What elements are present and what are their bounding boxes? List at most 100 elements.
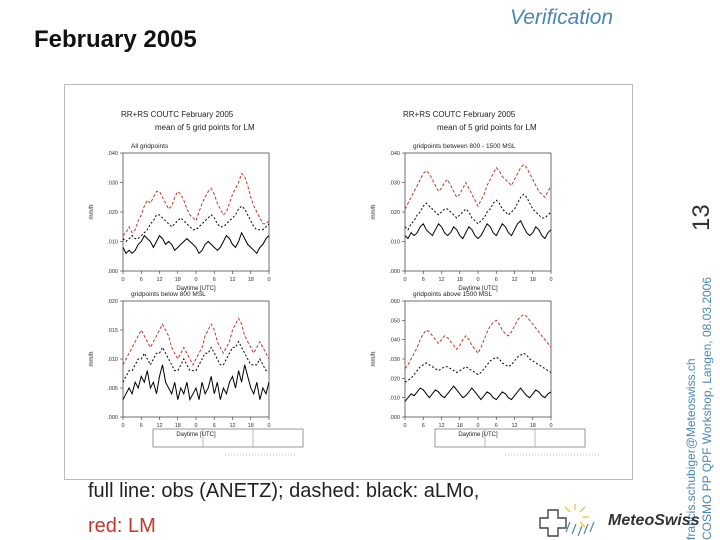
legend-box-right bbox=[434, 428, 586, 448]
y-axis-label: mm/h bbox=[89, 352, 95, 367]
sun-rays-icon bbox=[564, 504, 589, 528]
x-tick-label: 18 bbox=[530, 423, 536, 429]
x-tick-label: 6 bbox=[422, 423, 425, 429]
panel-header-left-line1: RR+RS COUTC February 2005 bbox=[121, 110, 234, 119]
y-tick-label: .010 bbox=[107, 240, 118, 246]
series-line-black-dashed bbox=[122, 205, 270, 243]
figure-frame: RR+RS COUTC February 2005 mean of 5 grid… bbox=[64, 84, 633, 480]
panel-header-right-line1: RR+RS COUTC February 2005 bbox=[403, 110, 516, 119]
x-tick-label: 0 bbox=[403, 277, 406, 283]
x-tick-label: 0 bbox=[476, 277, 479, 283]
y-tick-label: .000 bbox=[389, 415, 400, 421]
y-tick-label: .020 bbox=[389, 376, 400, 382]
series-line-red-dashed bbox=[122, 317, 270, 366]
y-tick-label: .000 bbox=[107, 269, 118, 275]
chart-title: gridpoints between 800 - 1500 MSL bbox=[413, 143, 516, 150]
section-header: Verification bbox=[510, 6, 614, 29]
page-title: February 2005 bbox=[34, 26, 197, 53]
x-tick-label: 12 bbox=[229, 423, 235, 429]
page-number: 13 bbox=[688, 204, 715, 231]
x-tick-label: 6 bbox=[213, 277, 216, 283]
x-tick-label: 18 bbox=[248, 423, 254, 429]
chart-title: All gridpoints bbox=[131, 143, 169, 150]
y-tick-label: .010 bbox=[107, 357, 118, 363]
caption-line-2: red: LM bbox=[88, 515, 156, 537]
x-tick-label: 18 bbox=[457, 277, 463, 283]
y-tick-label: .040 bbox=[107, 151, 118, 157]
series-line-black-solid bbox=[404, 385, 552, 402]
plot-canvas: RR+RS COUTC February 2005 mean of 5 grid… bbox=[89, 110, 600, 456]
series-line-red-dashed bbox=[122, 172, 270, 236]
x-tick-label: 18 bbox=[530, 277, 536, 283]
y-axis-label: mm/h bbox=[89, 205, 95, 220]
x-tick-label: 18 bbox=[175, 277, 181, 283]
x-tick-label: 0 bbox=[194, 423, 197, 429]
x-tick-label: 12 bbox=[438, 277, 444, 283]
x-tick-label: 0 bbox=[121, 277, 124, 283]
x-tick-label: 18 bbox=[248, 277, 254, 283]
plot-frame bbox=[122, 152, 270, 272]
workshop-footer: COSMO PP QPF Workshop, Langen, 08.03.200… bbox=[700, 276, 714, 540]
panel-header-right-line2: mean of 5 grid points for LM bbox=[437, 123, 537, 132]
x-tick-label: 0 bbox=[549, 423, 552, 429]
y-tick-label: .020 bbox=[389, 210, 400, 216]
plot-frame bbox=[404, 152, 552, 272]
x-tick-label: 6 bbox=[140, 423, 143, 429]
series-line-black-dashed bbox=[122, 340, 269, 383]
y-tick-label: .060 bbox=[389, 299, 400, 305]
y-tick-label: .010 bbox=[389, 396, 400, 402]
y-tick-label: .000 bbox=[107, 415, 118, 421]
logo-text: MeteoSwiss bbox=[608, 512, 700, 529]
series-line-black-solid bbox=[122, 231, 270, 255]
x-tick-label: 6 bbox=[140, 277, 143, 283]
y-tick-label: .030 bbox=[389, 357, 400, 363]
x-tick-label: 0 bbox=[403, 423, 406, 429]
y-axis-label: mm/h bbox=[371, 205, 377, 220]
x-tick-label: 12 bbox=[156, 423, 162, 429]
chart-title: gridpoints above 1500 MSL bbox=[413, 291, 493, 298]
y-tick-label: .005 bbox=[107, 386, 118, 392]
x-tick-label: 6 bbox=[495, 277, 498, 283]
y-tick-label: .050 bbox=[389, 318, 400, 324]
x-axis-label: Daytime [UTC] bbox=[176, 286, 216, 292]
x-tick-label: 12 bbox=[229, 277, 235, 283]
chart-title: gridpoints below 800 MSL bbox=[131, 291, 206, 298]
x-tick-label: 12 bbox=[156, 277, 162, 283]
series-line-black-solid bbox=[122, 364, 270, 402]
x-axis-label: Daytime [UTC] bbox=[458, 432, 498, 438]
swiss-cross-icon bbox=[539, 509, 567, 537]
y-tick-label: .015 bbox=[107, 328, 118, 334]
x-tick-label: 18 bbox=[457, 423, 463, 429]
x-tick-label: 0 bbox=[194, 277, 197, 283]
y-axis-label: mm/h bbox=[371, 352, 377, 367]
x-tick-label: 18 bbox=[175, 423, 181, 429]
y-tick-label: .020 bbox=[107, 210, 118, 216]
x-axis-label: Daytime [UTC] bbox=[176, 432, 216, 438]
y-tick-label: .030 bbox=[107, 181, 118, 187]
x-tick-label: 0 bbox=[267, 423, 270, 429]
y-tick-label: .010 bbox=[389, 240, 400, 246]
panel-header-left-line2: mean of 5 grid points for LM bbox=[155, 123, 255, 132]
x-tick-label: 6 bbox=[422, 277, 425, 283]
series-line-red-dashed bbox=[404, 164, 552, 210]
caption-line-1: full line: obs (ANETZ); dashed: black: a… bbox=[88, 480, 480, 502]
x-axis-label: Daytime [UTC] bbox=[458, 286, 498, 292]
x-tick-label: 0 bbox=[267, 277, 270, 283]
x-tick-label: 12 bbox=[511, 423, 517, 429]
y-tick-label: .000 bbox=[389, 269, 400, 275]
x-tick-label: 12 bbox=[511, 277, 517, 283]
y-tick-label: .040 bbox=[389, 338, 400, 344]
x-tick-label: 0 bbox=[476, 423, 479, 429]
x-tick-label: 6 bbox=[495, 423, 498, 429]
x-tick-label: 12 bbox=[438, 423, 444, 429]
series-line-black-solid bbox=[404, 219, 552, 240]
y-tick-label: .030 bbox=[389, 181, 400, 187]
rain-icon bbox=[565, 521, 595, 537]
y-tick-label: .020 bbox=[107, 299, 118, 305]
series-line-red-dashed bbox=[404, 313, 552, 370]
legend-box-left bbox=[152, 428, 304, 448]
x-tick-label: 0 bbox=[121, 423, 124, 429]
y-tick-label: .040 bbox=[389, 151, 400, 157]
x-tick-label: 0 bbox=[549, 277, 552, 283]
meteoswiss-logo bbox=[539, 504, 595, 537]
